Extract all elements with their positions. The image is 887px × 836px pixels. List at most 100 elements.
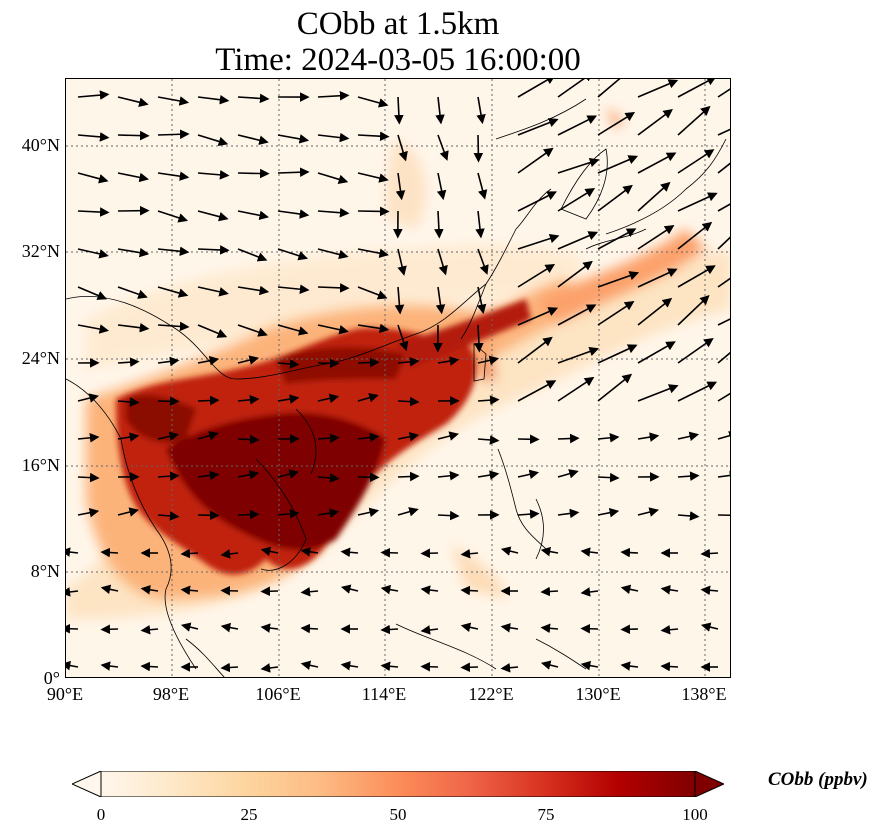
wind-arrow (700, 622, 719, 632)
wind-arrow (597, 344, 638, 364)
wind-arrow (436, 172, 447, 201)
wind-arrow (637, 268, 678, 288)
lon-tick-90e: 90°E (46, 684, 84, 704)
wind-arrow (300, 586, 319, 597)
wind-arrow (157, 129, 190, 140)
wind-arrow (717, 318, 730, 326)
wind-arrow (557, 115, 598, 136)
wind-arrow (77, 286, 108, 300)
wind-arrow (677, 79, 717, 98)
wind-arrow (717, 203, 730, 212)
wind-arrow (597, 508, 620, 518)
lon-tick-106e: 106°E (255, 684, 301, 704)
wind-arrow (277, 469, 299, 479)
wind-arrow (434, 210, 444, 239)
wind-arrow (197, 94, 230, 105)
wind-arrow (317, 324, 349, 335)
wind-arrow (637, 341, 676, 364)
wind-arrow (395, 172, 406, 201)
wind-arrow (476, 286, 487, 315)
wind-arrow (477, 470, 500, 480)
wind-arrow (420, 585, 439, 595)
lon-tick-138e: 138°E (681, 684, 727, 704)
wind-arrow (557, 469, 579, 479)
wind-arrow (597, 112, 636, 136)
wind-arrow (477, 172, 488, 200)
wind-arrow (597, 155, 639, 174)
wind-arrow (220, 622, 239, 633)
wind-arrow (620, 584, 639, 595)
wind-arrow (437, 471, 460, 481)
wind-arrow (437, 356, 460, 366)
wind-arrow (237, 324, 268, 337)
wind-arrow (557, 433, 580, 444)
lat-tick-0: 0° (43, 668, 60, 688)
wind-arrow (277, 248, 309, 261)
wind-arrow (460, 622, 479, 633)
wind-arrow (197, 134, 229, 147)
wind-arrow (237, 355, 259, 365)
wind-arrow (197, 470, 220, 481)
wind-arrow (357, 96, 389, 108)
wind-arrow (637, 384, 679, 402)
wind-arrow (277, 134, 310, 144)
wind-arrow (717, 128, 730, 136)
wind-arrow (317, 473, 340, 483)
wind-arrow (540, 660, 559, 670)
wind-arrow (237, 434, 260, 445)
wind-arrow (717, 392, 730, 402)
wind-arrow (517, 79, 556, 98)
wind-arrow (77, 132, 110, 142)
wind-arrow (237, 395, 260, 405)
wind-arrow (557, 346, 600, 364)
wind-arrow (77, 324, 110, 334)
wind-arrow (677, 431, 700, 442)
wind-arrow (517, 147, 554, 174)
wind-arrow (597, 472, 620, 483)
wind-arrow (197, 170, 230, 180)
wind-arrow (477, 435, 500, 445)
wind-arrow (557, 231, 599, 250)
wind-arrow (397, 471, 420, 482)
wind-arrow (66, 587, 79, 597)
wind-arrow (517, 469, 540, 480)
wind-arrow (517, 233, 560, 250)
wind-arrow (677, 221, 713, 250)
wind-arrow (66, 547, 79, 557)
wind-arrow (317, 508, 340, 518)
wind-arrow (180, 622, 199, 632)
wind-arrow (677, 511, 700, 521)
wind-arrow (557, 79, 594, 98)
wind-arrow (637, 181, 671, 212)
wind-arrow (580, 660, 599, 671)
wind-arrow (157, 96, 190, 106)
wind-arrow (237, 285, 270, 296)
wind-arrow (220, 662, 239, 673)
wind-arrow (180, 548, 199, 559)
wind-arrow (717, 470, 730, 481)
wind-arrow (100, 584, 119, 595)
wind-arrow (357, 172, 389, 183)
colorbar-label: CObb (ppbv) (768, 769, 868, 790)
wind-arrow (157, 286, 189, 298)
wind-arrow (100, 547, 119, 558)
wind-arrow (300, 547, 319, 557)
wind-arrow (357, 432, 380, 443)
wind-arrow (197, 286, 229, 297)
wind-arrow (357, 357, 380, 368)
wind-arrow (117, 322, 150, 333)
wind-arrow (500, 623, 519, 633)
wind-arrow (475, 210, 485, 239)
wind-arrow (437, 431, 459, 441)
wind-arrow (77, 172, 109, 184)
wind-arrow (717, 162, 730, 174)
wind-arrow (380, 624, 399, 635)
wind-arrow (557, 157, 600, 174)
wind-arrow (677, 471, 700, 481)
wind-arrow (117, 507, 139, 517)
wind-arrow (477, 355, 500, 366)
wind-arrow (435, 286, 446, 315)
wind-arrow (77, 508, 100, 518)
colorbar-min-extend (72, 771, 102, 797)
wind-arrow (220, 585, 239, 596)
